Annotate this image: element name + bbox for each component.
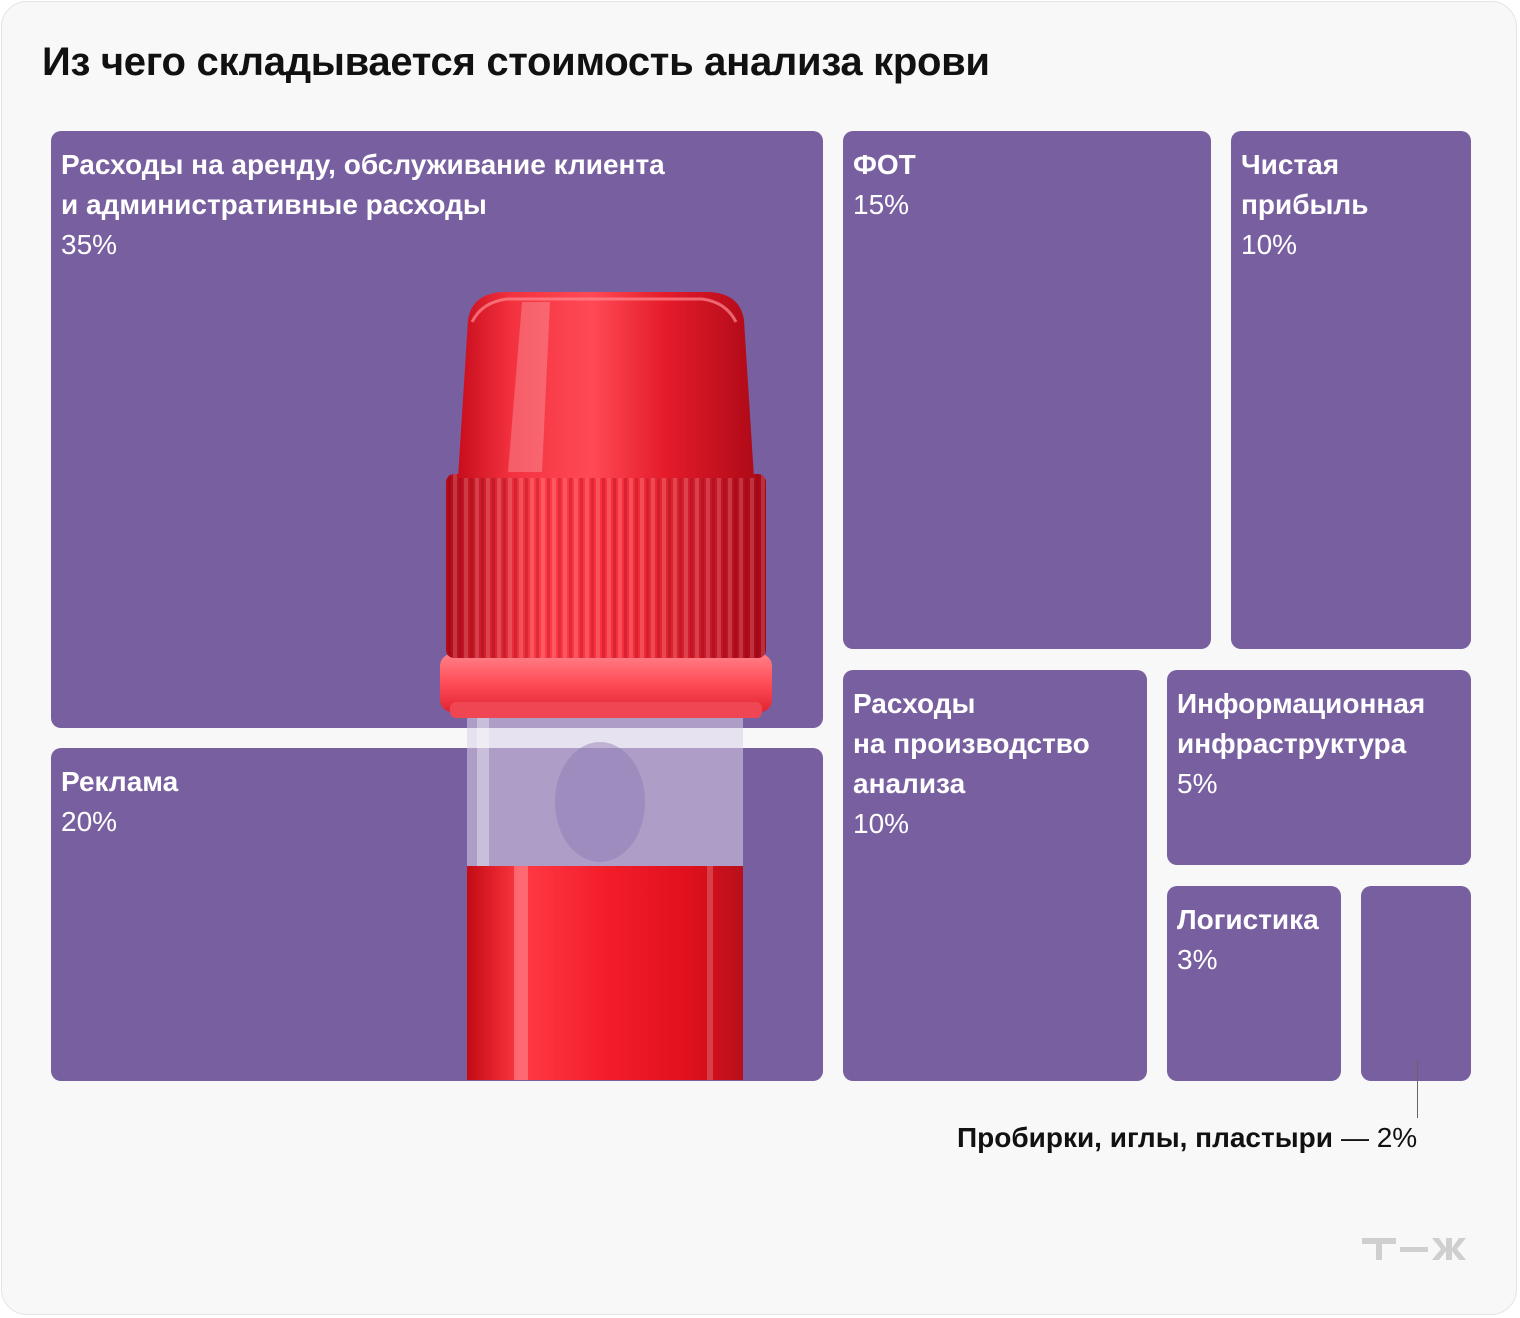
callout-leader-line — [1417, 1060, 1418, 1118]
tile-net-profit: Чистая прибыль 10% — [1231, 131, 1471, 649]
tile-production: Расходы на производство анализа 10% — [843, 670, 1147, 1081]
tile-payroll: ФОТ 15% — [843, 131, 1211, 649]
tile-label: Расходы на аренду, обслуживание клиента … — [61, 149, 665, 220]
callout-consumables: Пробирки, иглы, пластыри — 2% — [957, 1122, 1417, 1154]
tile-value: 35% — [61, 229, 118, 260]
callout-value: — 2% — [1340, 1122, 1418, 1153]
tile-consumables — [1361, 886, 1471, 1081]
tile-rent-admin: Расходы на аренду, обслуживание клиента … — [51, 131, 823, 728]
tile-label: Логистика — [1177, 904, 1319, 935]
tile-label: Реклама — [61, 766, 179, 797]
tile-value: 10% — [1241, 229, 1298, 260]
tile-value: 10% — [853, 808, 910, 839]
tile-label: ФОТ — [853, 149, 916, 180]
callout-label: Пробирки, иглы, пластыри — [957, 1122, 1333, 1153]
tile-label: Чистая прибыль — [1241, 149, 1369, 220]
chart-title: Из чего складывается стоимость анализа к… — [42, 40, 990, 84]
tj-logo-icon — [1362, 1238, 1466, 1260]
tile-label: Расходы на производство анализа — [853, 688, 1090, 799]
tile-it-infrastructure: Информационная инфраструктура 5% — [1167, 670, 1471, 865]
tile-value: 3% — [1177, 944, 1218, 975]
tile-value: 5% — [1177, 768, 1218, 799]
tile-advertising: Реклама 20% — [51, 748, 823, 1081]
tile-value: 15% — [853, 189, 910, 220]
tile-label: Информационная инфраструктура — [1177, 688, 1426, 759]
tile-value: 20% — [61, 806, 118, 837]
tile-logistics: Логистика 3% — [1167, 886, 1341, 1081]
